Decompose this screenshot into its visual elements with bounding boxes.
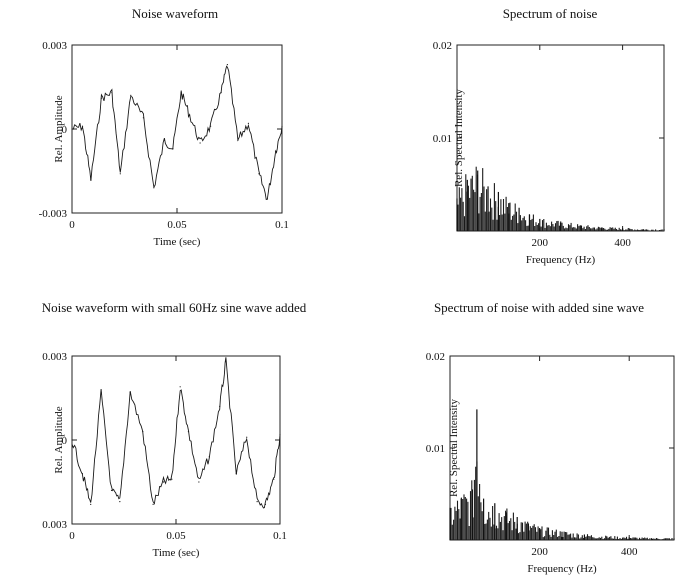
data-point-2-19 bbox=[256, 501, 258, 503]
data-point-0-1 bbox=[81, 125, 84, 127]
x-tick-label-2-2: 0.1 bbox=[273, 530, 287, 542]
data-point-2-1 bbox=[81, 473, 83, 475]
y-tick-label-0-1: 0 bbox=[62, 124, 68, 136]
data-point-2-16 bbox=[225, 361, 227, 363]
data-point-0-7 bbox=[142, 117, 144, 119]
x-tick-label-3-1: 400 bbox=[621, 546, 638, 558]
data-point-0-0 bbox=[71, 128, 73, 130]
y-axis-label-3: Rel. Spectral Intensity bbox=[448, 398, 460, 497]
data-point-2-22 bbox=[279, 433, 281, 435]
x-tick-label-0-0: 0 bbox=[69, 219, 75, 231]
data-point-2-4 bbox=[110, 489, 113, 491]
chart-title-spectrum-of-noise: Spectrum of noise bbox=[502, 6, 598, 21]
x-axis-label-2: Time (sec) bbox=[153, 547, 200, 559]
data-point-0-9 bbox=[163, 139, 165, 141]
data-point-0-14 bbox=[210, 125, 212, 127]
y-tick-label-3-0: 0.02 bbox=[426, 351, 445, 363]
data-point-2-5 bbox=[119, 501, 121, 503]
data-point-2-14 bbox=[208, 456, 210, 458]
y-tick-label-1-0: 0.02 bbox=[433, 40, 452, 52]
x-tick-label-2-0: 0 bbox=[69, 530, 75, 542]
data-point-2-10 bbox=[171, 478, 173, 480]
data-point-0-10 bbox=[172, 148, 174, 150]
data-point-2-2 bbox=[90, 503, 92, 505]
data-point-0-21 bbox=[275, 150, 277, 152]
x-tick-label-0-1: 0.05 bbox=[167, 219, 187, 231]
data-point-2-21 bbox=[273, 478, 275, 480]
data-point-0-18 bbox=[247, 122, 249, 124]
y-tick-label-0-2: -0.003 bbox=[39, 208, 68, 220]
data-point-2-18 bbox=[246, 436, 248, 438]
data-point-0-13 bbox=[199, 142, 201, 144]
data-point-0-20 bbox=[266, 198, 268, 200]
data-point-2-6 bbox=[129, 391, 131, 393]
data-point-2-13 bbox=[198, 481, 200, 483]
data-point-0-16 bbox=[226, 64, 228, 66]
chart-title-noise-waveform: Noise waveform bbox=[131, 6, 219, 21]
data-point-0-22 bbox=[281, 125, 283, 127]
data-point-2-11 bbox=[179, 386, 181, 388]
waveform-line-0 bbox=[71, 65, 283, 201]
data-point-2-15 bbox=[219, 405, 221, 407]
x-tick-label-1-1: 400 bbox=[614, 237, 631, 249]
y-tick-label-2-0: 0.003 bbox=[42, 351, 67, 363]
y-axis-label-1: Rel. Spectral Intensity bbox=[453, 88, 465, 187]
y-axis-label-0: Rel. Amplitude bbox=[53, 95, 65, 162]
data-point-2-20 bbox=[264, 503, 267, 505]
x-tick-label-2-1: 0.05 bbox=[166, 530, 186, 542]
y-tick-label-0-0: 0.003 bbox=[42, 40, 67, 52]
data-point-0-11 bbox=[180, 92, 182, 94]
x-tick-label-1-0: 200 bbox=[532, 237, 549, 249]
chart-title-noise-waveform-sine: Noise waveform with small 60Hz sine wave… bbox=[41, 300, 307, 315]
data-point-0-12 bbox=[189, 114, 191, 116]
waveform-line-2 bbox=[71, 357, 281, 509]
y-tick-label-2-1: 0 bbox=[62, 435, 68, 447]
data-point-0-8 bbox=[153, 187, 155, 189]
y-tick-label-3-1: 0.01 bbox=[426, 443, 445, 455]
y-tick-label-2-2: 0.003 bbox=[42, 519, 67, 531]
data-point-0-17 bbox=[237, 139, 239, 141]
x-tick-label-3-0: 200 bbox=[531, 546, 548, 558]
y-tick-label-1-1: 0.01 bbox=[433, 133, 452, 145]
chart-title-spectrum-with-sine: Spectrum of noise with added sine wave bbox=[433, 300, 645, 315]
data-point-0-3 bbox=[100, 97, 102, 99]
data-point-2-7 bbox=[142, 431, 144, 433]
x-axis-label-0: Time (sec) bbox=[154, 236, 201, 248]
data-point-2-12 bbox=[187, 431, 190, 433]
data-point-0-4 bbox=[111, 92, 113, 94]
data-point-0-6 bbox=[130, 94, 132, 96]
data-point-0-2 bbox=[90, 178, 92, 180]
data-point-2-3 bbox=[100, 391, 102, 393]
x-tick-label-0-2: 0.1 bbox=[275, 219, 289, 231]
plot-frame-0 bbox=[71, 44, 283, 214]
data-point-0-15 bbox=[220, 92, 222, 94]
data-point-2-8 bbox=[152, 503, 154, 505]
x-axis-label-1: Frequency (Hz) bbox=[526, 254, 596, 266]
data-point-2-9 bbox=[162, 481, 165, 483]
data-point-0-5 bbox=[119, 173, 121, 175]
data-point-2-0 bbox=[71, 439, 73, 441]
data-point-2-17 bbox=[235, 473, 237, 475]
x-axis-label-3: Frequency (Hz) bbox=[527, 563, 597, 575]
y-axis-label-2: Rel. Amplitude bbox=[53, 406, 65, 473]
data-point-0-19 bbox=[258, 173, 260, 175]
